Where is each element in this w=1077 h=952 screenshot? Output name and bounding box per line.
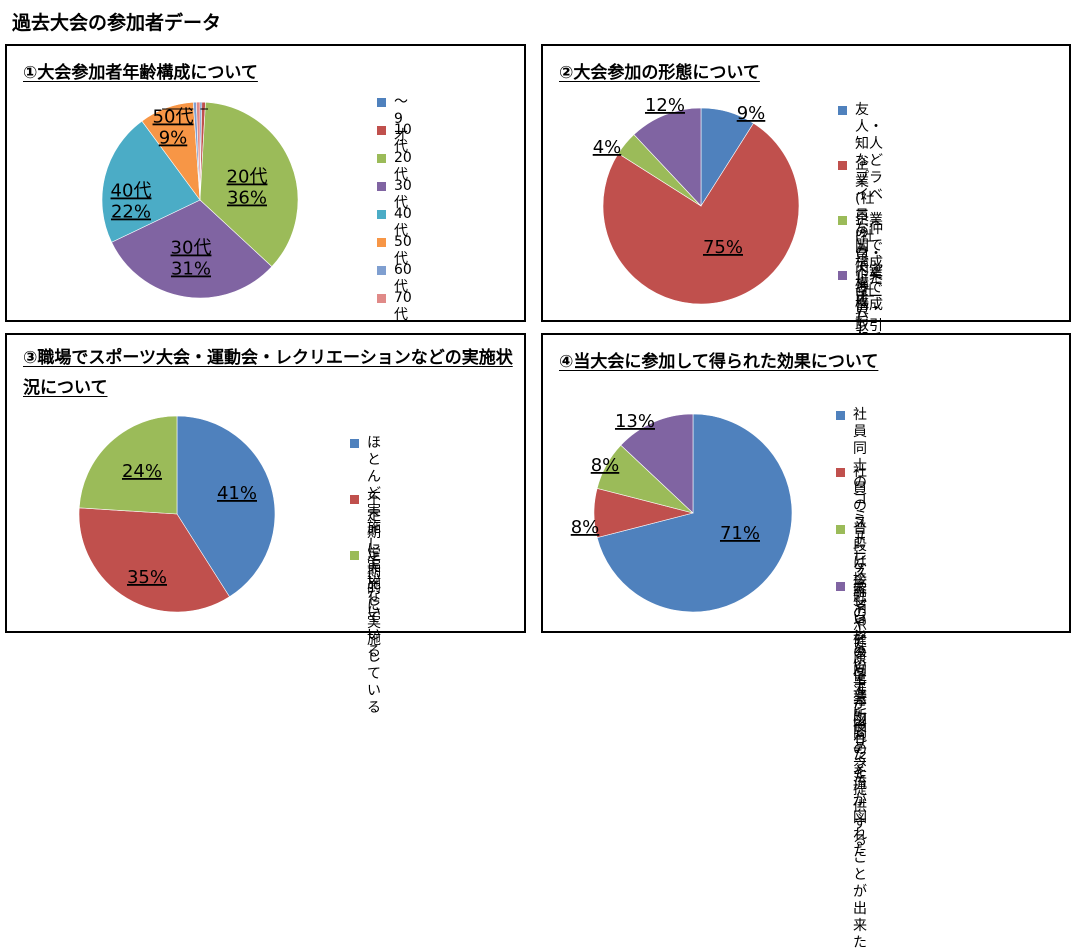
- pie-slice: [596, 413, 793, 613]
- legend-item: 50代: [377, 234, 412, 268]
- page-title: 過去大会の参加者データ: [12, 12, 222, 34]
- data-label: 71%: [720, 523, 760, 544]
- legend-swatch: [836, 468, 845, 477]
- legend-swatch: [838, 161, 847, 170]
- data-label: 4%: [593, 137, 622, 158]
- legend-swatch: [836, 411, 845, 420]
- data-label: 75%: [703, 237, 743, 258]
- legend-item: 40代: [377, 206, 412, 240]
- data-label: 41%: [217, 483, 257, 504]
- legend-swatch: [377, 210, 386, 219]
- pie-slice: [195, 101, 201, 201]
- data-label: 35%: [127, 567, 167, 588]
- legend-item: 20代: [377, 150, 412, 184]
- data-label: 24%: [122, 461, 162, 482]
- legend-swatch: [836, 525, 845, 534]
- pie-slice: [199, 101, 299, 268]
- pie-chart: 20代 36% 30代 31% 40代 22%50代 9%: [101, 101, 299, 299]
- legend-label: 70代: [394, 290, 412, 323]
- legend-label: 定期的に実施している: [367, 547, 381, 716]
- pie-chart: 9% 75% 4% 12%: [593, 95, 800, 305]
- pie-slice: [176, 415, 276, 598]
- pie-slice: [101, 120, 201, 243]
- data-label: 13%: [615, 411, 655, 432]
- data-label: 12%: [645, 95, 685, 116]
- legend-swatch: [377, 266, 386, 275]
- pie-chart: 41% 35% 24%: [78, 415, 276, 613]
- pie-slice: [78, 507, 230, 613]
- pie-slice: [78, 415, 178, 515]
- legend-label: 60代: [394, 262, 412, 295]
- data-label: 20代 36%: [227, 167, 268, 209]
- legend-swatch: [838, 216, 847, 225]
- legend-label: ほとんど実施してい ない: [367, 435, 381, 621]
- legend-item: 楽しいレクリエーションを提 供することが出来た: [836, 578, 867, 952]
- legend-swatch: [838, 106, 847, 115]
- chart-title: ①大会参加者年齢構成について: [23, 63, 258, 83]
- data-label: 8%: [591, 455, 620, 476]
- data-label: 8%: [571, 517, 600, 538]
- legend-swatch: [377, 238, 386, 247]
- pie-slice: [111, 199, 273, 299]
- chart-title: ④当大会に参加して得られた効果について: [559, 352, 879, 372]
- data-label: 40代 22%: [111, 181, 152, 223]
- chart-panel-participation-type: ②大会参加の形態について 9% 75% 4% 12% 友人・知人などプライベー な仲間で…: [541, 44, 1071, 453]
- legend-swatch: [377, 126, 386, 135]
- legend-item: 70代: [377, 290, 412, 324]
- legend-label: 50代: [394, 234, 412, 267]
- legend-swatch: [836, 582, 845, 591]
- legend-swatch: [377, 154, 386, 163]
- data-label: 50代 9%: [153, 107, 194, 149]
- chart-panel-implementation-status: ③職場でスポーツ大会・運動会・レクリエーションなどの実施状況について 41% 35…: [5, 333, 526, 716]
- legend-item: ～9才: [377, 94, 408, 145]
- pie-slice: [602, 122, 800, 305]
- pie-chart: 71% 8% 8% 13%: [571, 411, 793, 613]
- legend-label: 30代: [394, 178, 412, 211]
- legend-label: ～9才: [394, 94, 408, 144]
- legend-swatch: [350, 551, 359, 560]
- pie-slice: [633, 107, 702, 207]
- legend-item: 30代: [377, 178, 412, 212]
- pie-slice: [620, 413, 694, 514]
- chart-panel-effects: ④当大会に参加して得られた効果について 71% 8% 8% 13% 社員同士のコミュニ…: [541, 333, 1071, 951]
- legend-swatch: [350, 495, 359, 504]
- chart-panel-age-composition: ①大会参加者年齢構成について 20代 36% 30代 31% 40代 22% 50代 9% ～…: [5, 44, 526, 324]
- data-label: 30代 31%: [171, 238, 212, 280]
- legend-label: 10代: [394, 122, 412, 155]
- legend-label: 楽しいレクリエーションを提 供することが出来た: [853, 578, 867, 951]
- legend-item: 友人・知人などプライベー な仲間で構成したチーム: [838, 102, 883, 323]
- chart-title: ②大会参加の形態について: [559, 63, 760, 83]
- legend-swatch: [377, 182, 386, 191]
- legend-label: 友人・知人などプライベー な仲間で構成したチーム: [855, 102, 883, 322]
- legend-label: 20代: [394, 150, 412, 183]
- legend-swatch: [350, 439, 359, 448]
- legend-item: 10代: [377, 122, 412, 156]
- legend-swatch: [838, 271, 847, 280]
- legend-item: ほとんど実施してい ない: [350, 435, 381, 622]
- legend-swatch: [377, 294, 386, 303]
- data-label: 9%: [737, 103, 766, 124]
- legend-item: 定期的に実施している: [350, 547, 381, 717]
- legend-label: 40代: [394, 206, 412, 239]
- legend-item: 60代: [377, 262, 412, 296]
- legend-swatch: [377, 98, 386, 107]
- chart-title: ③職場でスポーツ大会・運動会・レクリエーションなどの実施状況について: [23, 348, 513, 398]
